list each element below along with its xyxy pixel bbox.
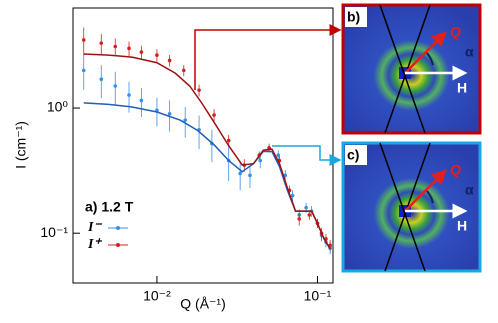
x-tick-label: 10⁻²: [143, 288, 171, 304]
data-point: [304, 205, 308, 210]
panel-label-bg: [345, 145, 367, 165]
data-point: [212, 113, 216, 117]
data-point: [127, 46, 131, 51]
data-point: [81, 38, 86, 42]
alpha-label: α: [465, 182, 474, 198]
data-point: [226, 138, 231, 143]
data-point: [183, 118, 187, 122]
y-axis-label: I (cm⁻¹): [13, 121, 29, 169]
data-point: [139, 50, 144, 54]
data-point: [81, 68, 86, 73]
panel-label: c): [347, 147, 359, 163]
panels: b) Qα Hc) Qα H: [341, 3, 482, 273]
x-axis-label: Q (Å⁻¹): [180, 296, 226, 312]
alpha-arc: [426, 190, 434, 204]
sector-line: [379, 4, 426, 134]
h-label: H: [457, 80, 467, 96]
legend-label: I⁺: [87, 237, 102, 252]
legend-swatch: [116, 243, 120, 247]
data-point: [167, 111, 172, 116]
q-label: Q: [450, 162, 461, 178]
connector: [272, 145, 342, 166]
q-label: Q: [450, 24, 461, 40]
data-point: [276, 153, 281, 157]
panel-label: b): [347, 9, 360, 25]
q-arrow: [404, 31, 447, 74]
data-point: [181, 68, 186, 73]
y-tick-label: 10⁰: [47, 99, 69, 115]
data-point: [127, 93, 131, 97]
data-point: [99, 41, 104, 45]
y-tick-label: 10⁻¹: [40, 224, 68, 240]
data-point: [155, 53, 159, 57]
panel-label-bg: [345, 7, 367, 27]
data-point: [167, 58, 172, 63]
data-point: [99, 77, 104, 81]
annotation: a) 1.2 T: [85, 199, 134, 215]
data-point: [297, 217, 302, 221]
data-point: [307, 213, 312, 217]
data-point: [248, 173, 252, 178]
data-point: [258, 158, 263, 163]
data-point: [290, 193, 295, 198]
q-arrow: [404, 169, 447, 212]
data-point: [113, 44, 118, 49]
alpha-arc: [426, 52, 434, 66]
data-point: [139, 98, 144, 103]
legend-label: I⁻: [87, 220, 102, 235]
data-point: [238, 171, 242, 176]
plot-frame: [72, 7, 334, 284]
x-tick-label: 10⁻¹: [304, 288, 332, 304]
h-label: H: [457, 218, 467, 234]
alpha-label: α: [465, 44, 474, 60]
fit-line: [83, 53, 331, 250]
data-point: [113, 84, 118, 88]
legend-swatch: [116, 226, 120, 230]
fit-line: [83, 102, 331, 250]
sector-line: [379, 142, 426, 272]
data-point: [197, 88, 201, 92]
connector: [194, 24, 342, 90]
